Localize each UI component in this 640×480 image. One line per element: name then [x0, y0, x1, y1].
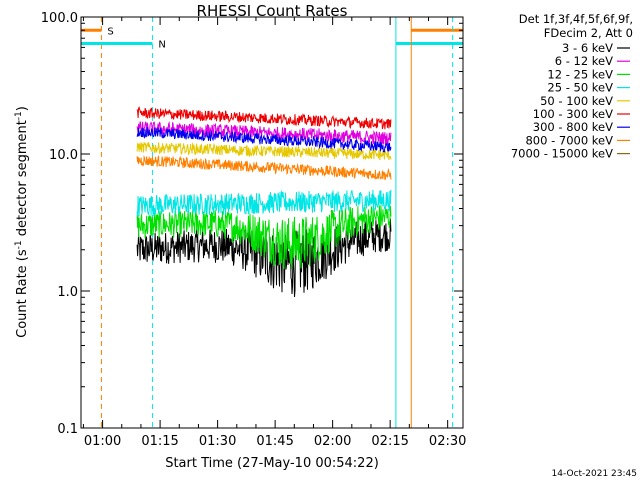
y-tick-label: 1.0 — [57, 285, 78, 300]
x-tick-label: 01:15 — [141, 434, 178, 449]
series-line — [136, 106, 392, 130]
series-line — [136, 141, 392, 161]
y-axis-label-mid: detector segment — [15, 120, 30, 240]
x-tick-label: 01:45 — [256, 434, 293, 449]
legend-label: 6 - 12 keV — [555, 54, 613, 68]
data-series — [136, 106, 392, 298]
y-axis-label: Count Rate (s-1 detector segment-1) — [14, 106, 30, 338]
legend-header-line-1: Det 1f,3f,4f,5f,6f,9f, — [519, 12, 633, 26]
legend-label: 100 - 300 keV — [533, 107, 613, 121]
x-tick-label: 01:30 — [199, 434, 236, 449]
x-tick-label: 01:00 — [84, 434, 121, 449]
x-tick-label: 02:30 — [429, 434, 466, 449]
legend-header-line-2: FDecim 2, Att 0 — [544, 26, 633, 40]
y-axis-label-main: Count Rate (s — [15, 249, 30, 338]
legend: Det 1f,3f,4f,5f,6f,9f, FDecim 2, Att 0 3… — [511, 12, 633, 161]
legend-label: 7000 - 15000 keV — [511, 147, 613, 161]
y-tick-label: 0.1 — [57, 422, 78, 437]
instrument-markers: SN — [81, 17, 463, 428]
axes: 01:00 01:15 01:30 01:45 02:00 02:15 02:30 0.1 1.… — [41, 11, 467, 449]
legend-label: 25 - 50 keV — [547, 81, 613, 95]
x-tick-label: 02:15 — [371, 434, 408, 449]
timestamp: 14-Oct-2021 23:45 — [552, 469, 637, 479]
series-line — [136, 204, 392, 270]
plot-frame — [80, 16, 464, 429]
marker-label: S — [107, 26, 113, 37]
legend-label: 50 - 100 keV — [540, 94, 613, 108]
series-line — [136, 154, 392, 181]
legend-label: 300 - 800 keV — [533, 120, 613, 134]
x-axis-label: Start Time (27-May-10 00:54:22) — [165, 456, 379, 471]
legend-label: 12 - 25 keV — [547, 67, 613, 81]
series-line — [136, 189, 392, 217]
chart-title: RHESSI Count Rates — [197, 2, 348, 20]
y-axis-label-sup2: -1 — [14, 111, 24, 120]
y-tick-label: 10.0 — [49, 148, 78, 163]
y-tick-label: 100.0 — [41, 11, 78, 26]
series-line — [136, 126, 392, 153]
y-axis-label-end: ) — [15, 106, 30, 111]
y-axis-label-sup1: -1 — [14, 240, 24, 249]
legend-label: 800 - 7000 keV — [525, 133, 613, 147]
series-line — [136, 120, 392, 147]
marker-label: N — [158, 40, 165, 51]
x-tick-label: 02:00 — [314, 434, 351, 449]
legend-label: 3 - 6 keV — [562, 41, 613, 55]
